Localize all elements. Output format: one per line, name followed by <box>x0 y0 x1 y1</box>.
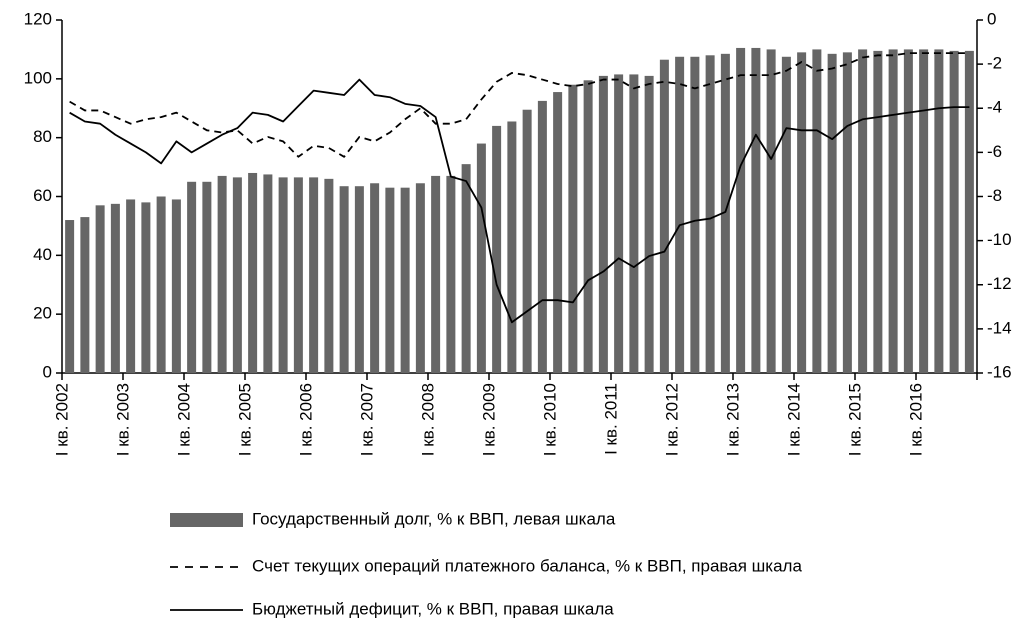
y2-tick-label: 0 <box>987 9 996 28</box>
y-tick-label: 20 <box>33 304 52 323</box>
bar <box>964 50 974 373</box>
bar <box>690 56 700 373</box>
x-tick-label: I кв. 2004 <box>174 383 193 456</box>
bar <box>903 49 913 374</box>
bar <box>919 49 929 374</box>
y2-tick-label: -8 <box>987 186 1002 205</box>
y-tick-label: 0 <box>43 362 52 381</box>
y2-tick-label: -14 <box>987 318 1012 337</box>
bar <box>370 183 380 373</box>
bar <box>537 100 547 373</box>
bar <box>80 217 90 373</box>
x-tick-label: I кв. 2016 <box>906 383 925 456</box>
bar <box>156 196 166 373</box>
bar <box>278 177 288 373</box>
y-tick-label: 60 <box>33 186 52 205</box>
x-tick-label: I кв. 2014 <box>784 383 803 456</box>
bar <box>812 49 822 374</box>
bar <box>248 172 258 373</box>
bar <box>126 199 136 373</box>
bar <box>614 74 624 373</box>
bar <box>873 50 883 373</box>
bar <box>644 75 654 374</box>
x-tick-label: I кв. 2013 <box>723 383 742 456</box>
x-tick-label: I кв. 2008 <box>418 383 437 456</box>
bar <box>583 80 593 373</box>
y2-tick-label: -4 <box>987 98 1002 117</box>
bar <box>507 121 517 373</box>
bar <box>659 59 669 374</box>
y2-tick-label: -12 <box>987 274 1012 293</box>
legend-swatch <box>170 513 243 527</box>
legend-label: Счет текущих операций платежного баланса… <box>252 556 802 575</box>
x-tick-label: I кв. 2006 <box>296 383 315 456</box>
bar <box>400 187 410 373</box>
y-tick-label: 40 <box>33 245 52 264</box>
bar <box>751 47 761 374</box>
bar <box>568 84 578 373</box>
bar <box>934 49 944 374</box>
x-tick-label: I кв. 2002 <box>52 383 71 456</box>
bar <box>781 56 791 373</box>
line <box>69 52 970 158</box>
y2-tick-label: -10 <box>987 230 1012 249</box>
bar <box>553 92 563 373</box>
bar <box>705 55 715 374</box>
bar <box>415 183 425 373</box>
bar <box>797 52 807 373</box>
y2-tick-label: -6 <box>987 142 1002 161</box>
bar <box>65 220 75 373</box>
legend-label: Государственный долг, % к ВВП, левая шка… <box>252 509 616 528</box>
bar <box>888 49 898 374</box>
y2-tick-label: -2 <box>987 54 1002 73</box>
bar <box>217 175 227 373</box>
bar <box>263 174 273 373</box>
bar <box>339 186 349 373</box>
x-tick-label: I кв. 2007 <box>357 383 376 456</box>
y2-tick-label: -16 <box>987 362 1012 381</box>
bar <box>171 199 181 373</box>
bar <box>842 52 852 373</box>
bar <box>95 205 105 373</box>
x-tick-label: I кв. 2015 <box>845 383 864 456</box>
bar <box>736 47 746 374</box>
bar <box>309 177 319 373</box>
bar <box>766 49 776 374</box>
y-tick-label: 100 <box>24 68 52 87</box>
bar <box>324 178 334 373</box>
bar <box>446 175 456 373</box>
x-tick-label: I кв. 2012 <box>662 383 681 456</box>
bar <box>476 143 486 373</box>
bar <box>522 109 532 374</box>
bar <box>598 75 608 374</box>
x-tick-label: I кв. 2003 <box>113 383 132 456</box>
bar <box>431 175 441 373</box>
legend-label: Бюджетный дефицит, % к ВВП, правая шкала <box>252 599 614 618</box>
bar <box>141 202 151 373</box>
bar <box>385 187 395 373</box>
x-tick-label: I кв. 2009 <box>479 383 498 456</box>
bar <box>949 50 959 373</box>
bar <box>720 53 730 374</box>
line <box>69 78 970 324</box>
bar <box>629 74 639 373</box>
bar <box>293 177 303 373</box>
bar <box>858 49 868 374</box>
bar <box>461 164 471 373</box>
x-tick-label: I кв. 2005 <box>235 383 254 456</box>
bar <box>110 203 120 373</box>
y-tick-label: 80 <box>33 127 52 146</box>
bar <box>187 181 197 373</box>
y-tick-label: 120 <box>24 9 52 28</box>
bar <box>827 53 837 374</box>
bar <box>202 181 212 373</box>
bar <box>492 125 502 374</box>
bar <box>354 186 364 373</box>
x-tick-label: I кв. 2011 <box>601 383 620 455</box>
x-tick-label: I кв. 2010 <box>540 383 559 456</box>
bar <box>232 177 242 373</box>
bar <box>675 56 685 373</box>
